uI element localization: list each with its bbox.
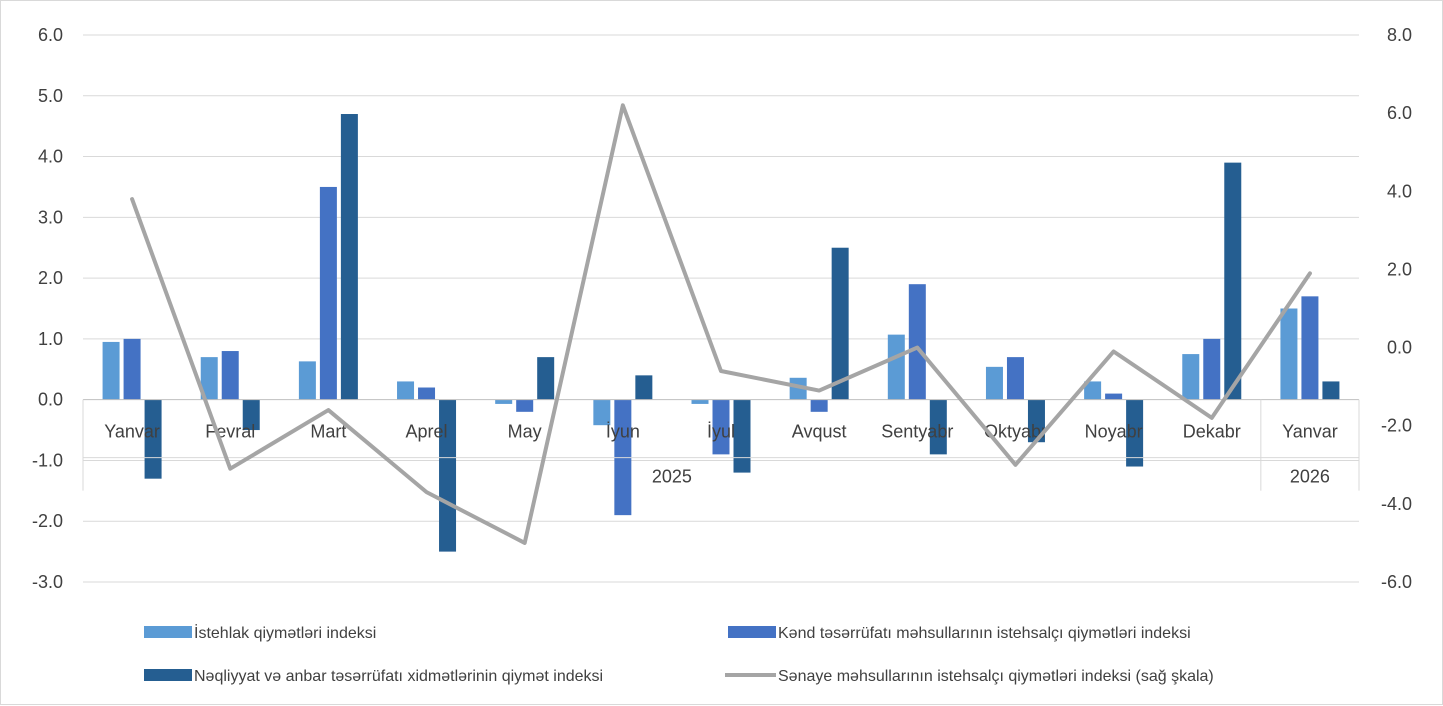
year-label: 2026	[1290, 467, 1330, 487]
bar-2	[1301, 296, 1318, 399]
right-tick-label: -4.0	[1381, 494, 1412, 514]
gridlines	[83, 35, 1359, 582]
left-tick-label: 5.0	[38, 86, 63, 106]
bar-2	[811, 400, 828, 412]
legend: İstehlak qiymətləri indeksi Kənd təsərrüf…	[144, 623, 1214, 685]
bar-3	[537, 357, 554, 400]
category-label: Avqust	[792, 422, 847, 442]
bar-1	[986, 367, 1003, 400]
category-label: Noyabr	[1085, 422, 1143, 442]
bar-1	[1182, 354, 1199, 400]
left-tick-label: 3.0	[38, 207, 63, 227]
bar-2	[418, 388, 435, 400]
right-axis-ticks: -6.0 -4.0 -2.0 0.0 2.0 4.0 6.0 8.0	[1381, 25, 1412, 592]
bar-2	[1007, 357, 1024, 400]
line-series	[132, 105, 1310, 543]
right-tick-label: 6.0	[1387, 103, 1412, 123]
category-label: Dekabr	[1183, 422, 1241, 442]
bar-2	[124, 339, 141, 400]
category-label: İyun	[606, 422, 640, 442]
bar-1	[495, 400, 512, 404]
category-label: May	[508, 422, 542, 442]
bar-2	[1105, 394, 1122, 400]
legend-label: Sənaye məhsullarının istehsalçı qiymətlə…	[778, 668, 1214, 685]
left-axis-ticks: -3.0 -2.0 -1.0 0.0 1.0 2.0 3.0 4.0 5.0 6.0	[32, 25, 63, 592]
right-tick-label: 2.0	[1387, 259, 1412, 279]
legend-label: İstehlak qiymətləri indeksi	[194, 623, 376, 642]
category-label: Mart	[310, 422, 346, 442]
left-tick-label: 0.0	[38, 390, 63, 410]
bar-3	[341, 114, 358, 400]
left-tick-label: 6.0	[38, 25, 63, 45]
bar-1	[888, 335, 905, 400]
bar-1	[1280, 309, 1297, 400]
left-tick-label: 4.0	[38, 147, 63, 167]
right-tick-label: 0.0	[1387, 338, 1412, 358]
left-tick-label: 2.0	[38, 268, 63, 288]
bar-3	[1224, 163, 1241, 400]
right-tick-label: -6.0	[1381, 572, 1412, 592]
right-tick-label: 8.0	[1387, 25, 1412, 45]
line-series-path	[132, 105, 1310, 543]
category-label: Aprel	[406, 422, 448, 442]
bar-1	[397, 381, 414, 399]
bar-2	[516, 400, 533, 412]
bar-3	[635, 375, 652, 399]
year-label: 2025	[652, 467, 692, 487]
category-label: Yanvar	[1282, 422, 1338, 442]
bar-1	[103, 342, 120, 400]
legend-swatch	[144, 626, 192, 638]
legend-swatch	[144, 669, 192, 681]
left-tick-label: -3.0	[32, 572, 63, 592]
category-label: Yanvar	[104, 422, 160, 442]
right-tick-label: 4.0	[1387, 181, 1412, 201]
legend-swatch	[728, 626, 776, 638]
legend-label: Nəqliyyat və anbar təsərrüfatı xidmətlər…	[194, 668, 603, 685]
left-tick-label: -2.0	[32, 511, 63, 531]
bar-2	[909, 284, 926, 399]
bar-3	[734, 400, 751, 473]
bar-2	[320, 187, 337, 400]
bar-2	[222, 351, 239, 400]
legend-label: Kənd təsərrüfatı məhsullarının istehsalç…	[778, 625, 1191, 642]
right-tick-label: -2.0	[1381, 416, 1412, 436]
category-label: İyul	[707, 422, 735, 442]
category-label: Sentyabr	[881, 422, 953, 442]
left-tick-label: 1.0	[38, 329, 63, 349]
bar-3	[1322, 381, 1339, 399]
bar-1	[692, 400, 709, 404]
bar-2	[1203, 339, 1220, 400]
bar-1	[299, 361, 316, 399]
bars	[103, 114, 1340, 552]
left-tick-label: -1.0	[32, 450, 63, 470]
